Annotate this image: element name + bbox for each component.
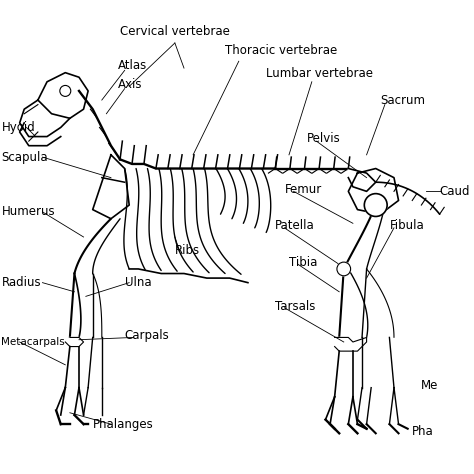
Text: Pelvis: Pelvis bbox=[307, 132, 341, 146]
Text: Cervical vertebrae: Cervical vertebrae bbox=[120, 26, 230, 38]
Circle shape bbox=[337, 262, 351, 276]
Text: Metacarpals: Metacarpals bbox=[1, 337, 65, 347]
Polygon shape bbox=[335, 337, 366, 351]
Text: Pha: Pha bbox=[412, 425, 434, 438]
Circle shape bbox=[365, 194, 387, 217]
Text: Scapula: Scapula bbox=[1, 151, 48, 164]
Polygon shape bbox=[38, 73, 88, 118]
Text: Phalanges: Phalanges bbox=[93, 418, 154, 431]
Text: Tarsals: Tarsals bbox=[275, 300, 316, 313]
Text: Hyoid: Hyoid bbox=[1, 121, 35, 134]
Text: Thoracic vertebrae: Thoracic vertebrae bbox=[225, 44, 337, 57]
Text: Axis: Axis bbox=[118, 78, 142, 91]
Text: Lumbar vertebrae: Lumbar vertebrae bbox=[266, 66, 373, 80]
Polygon shape bbox=[348, 169, 376, 191]
Circle shape bbox=[60, 85, 71, 96]
Polygon shape bbox=[65, 337, 83, 346]
Text: Tibia: Tibia bbox=[289, 255, 318, 269]
Polygon shape bbox=[348, 169, 399, 214]
Text: Radius: Radius bbox=[1, 276, 41, 289]
Text: Atlas: Atlas bbox=[118, 59, 147, 73]
Polygon shape bbox=[93, 155, 129, 219]
Text: Femur: Femur bbox=[284, 182, 322, 196]
Text: Me: Me bbox=[421, 379, 439, 392]
Text: Ulna: Ulna bbox=[125, 276, 151, 289]
Text: Carpals: Carpals bbox=[125, 328, 169, 342]
Text: Patella: Patella bbox=[275, 219, 315, 232]
Text: Ribs: Ribs bbox=[175, 244, 200, 257]
Text: Humerus: Humerus bbox=[1, 205, 55, 219]
Text: Caud: Caud bbox=[440, 185, 470, 198]
Text: Fibula: Fibula bbox=[390, 219, 424, 232]
Text: Sacrum: Sacrum bbox=[380, 93, 425, 107]
